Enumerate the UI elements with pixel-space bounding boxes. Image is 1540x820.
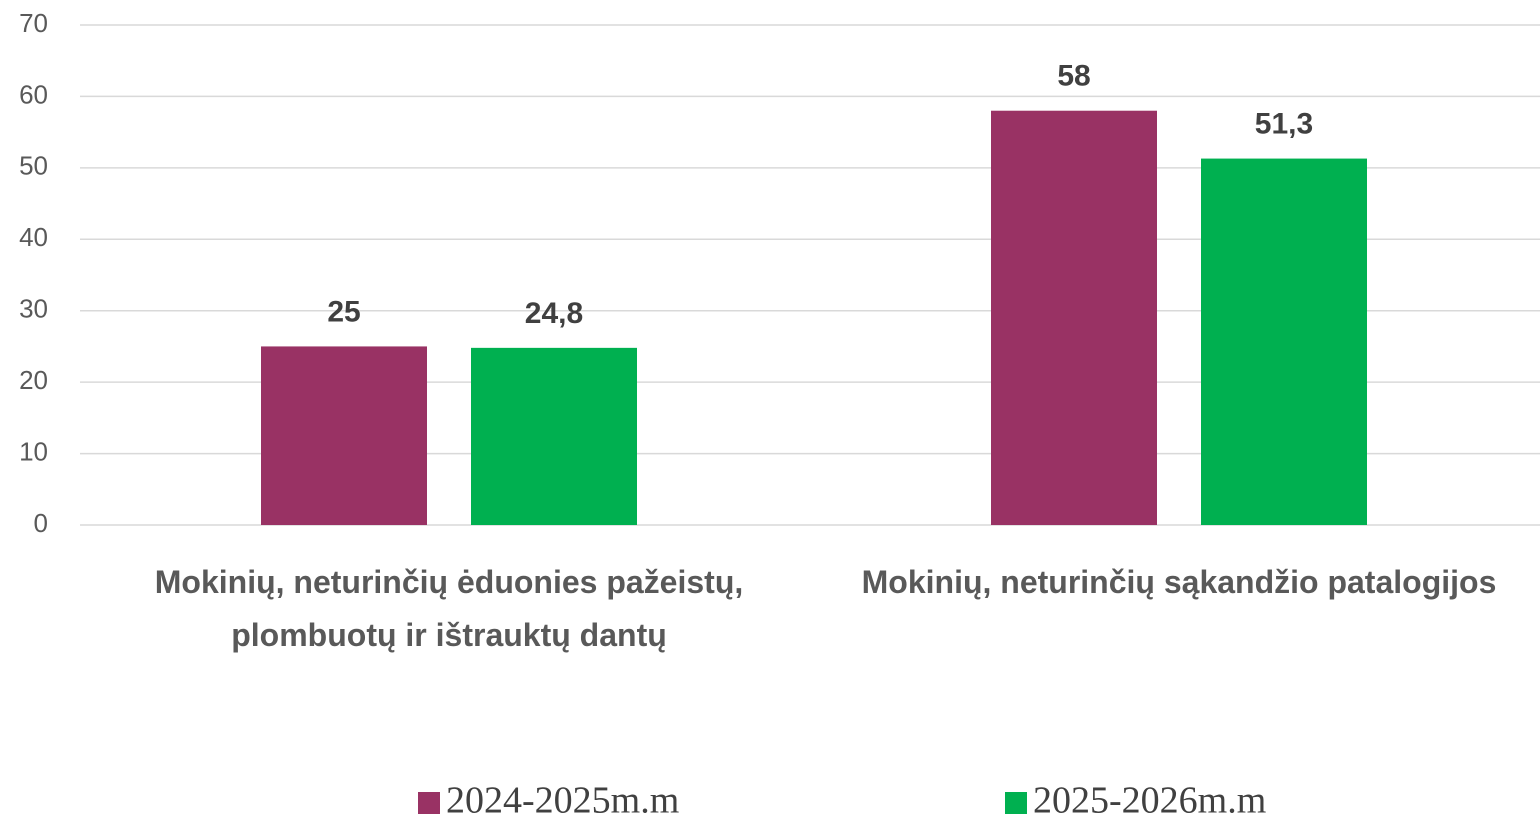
bar: [261, 346, 427, 525]
data-label: 58: [1057, 60, 1090, 93]
data-label: 25: [327, 295, 360, 328]
x-tick-label: Mokinių, neturinčių ėduonies pažeistų, p…: [154, 564, 744, 653]
bar: [1201, 158, 1367, 526]
y-tick-label: 60: [19, 79, 48, 109]
legend-swatch: [418, 792, 440, 814]
data-label: 24,8: [525, 297, 583, 330]
data-label: 51,3: [1255, 107, 1313, 140]
legend-label: 2025-2026m.m: [1033, 780, 1266, 820]
y-tick-label: 20: [19, 365, 48, 395]
y-tick-label: 70: [19, 8, 48, 38]
y-tick-label: 40: [19, 222, 48, 252]
x-tick-label: Mokinių, neturinčių sąkandžio patalogijo…: [861, 564, 1497, 600]
y-tick-label: 30: [19, 294, 48, 324]
y-tick-label: 10: [19, 436, 48, 466]
y-tick-label: 50: [19, 151, 48, 181]
legend-swatch: [1005, 792, 1027, 814]
bar: [471, 347, 637, 525]
legend-label: 2024-2025m.m: [446, 780, 679, 820]
y-tick-label: 0: [34, 508, 48, 538]
bar: [991, 110, 1157, 525]
